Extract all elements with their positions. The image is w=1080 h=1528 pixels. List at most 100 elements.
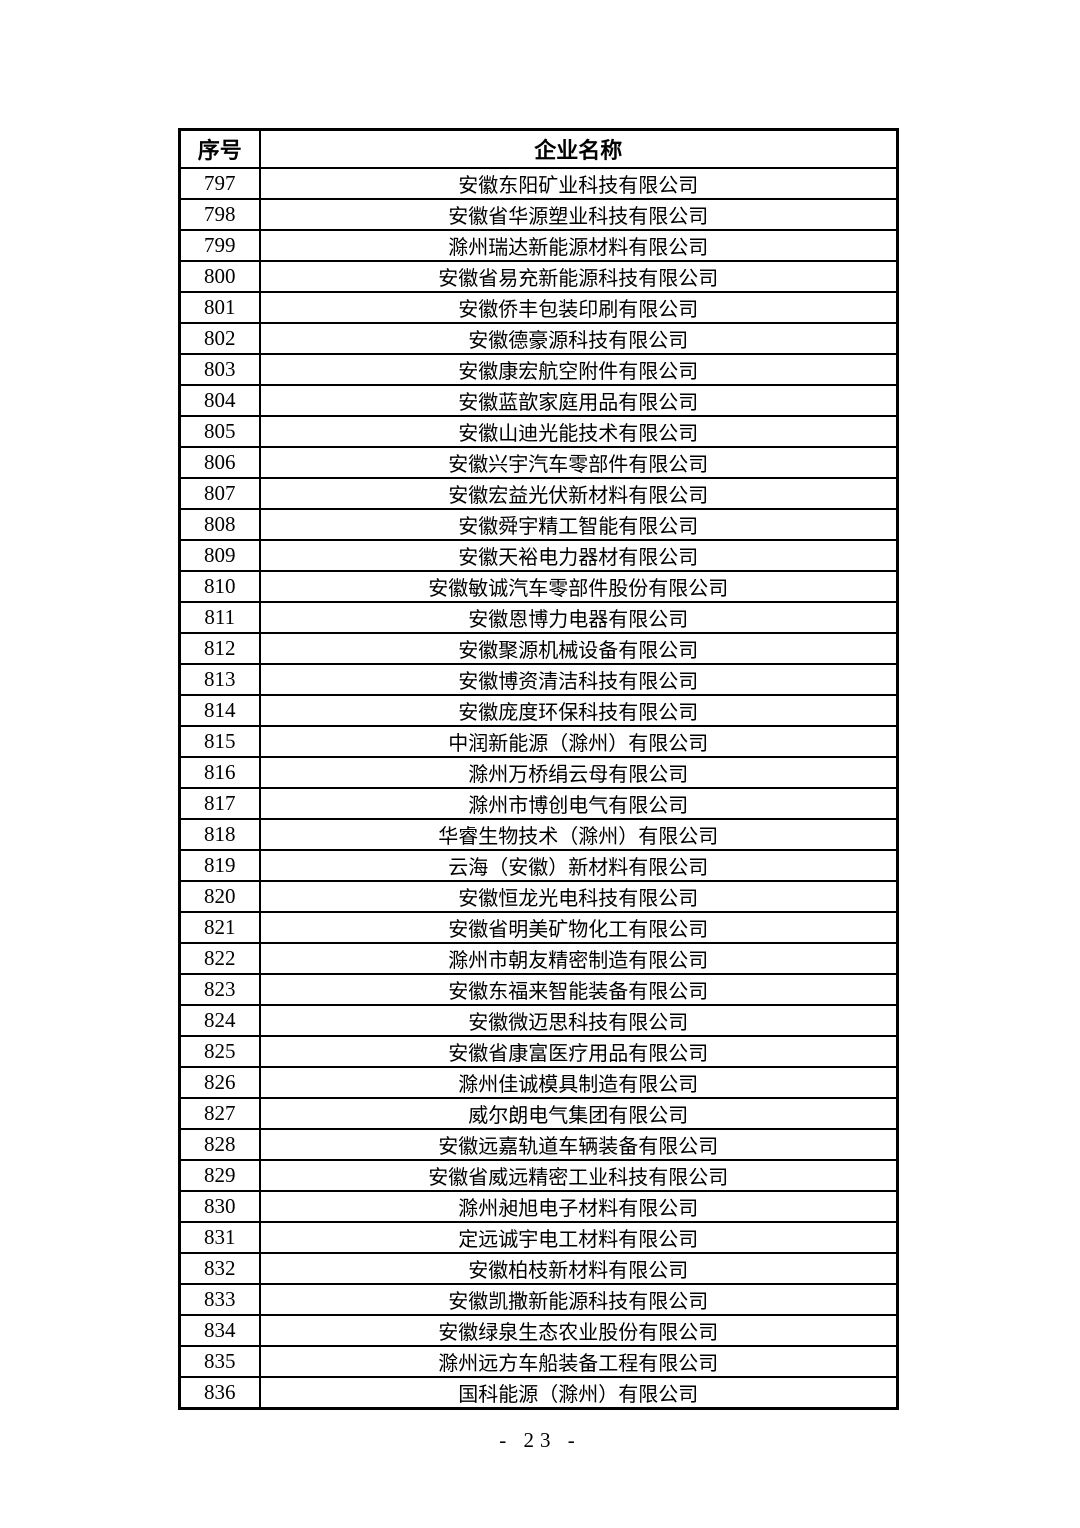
- serial-cell: 834: [178, 1314, 261, 1347]
- table-row: 800 安徽省易充新能源科技有限公司: [178, 260, 899, 293]
- company-name-cell: 滁州市博创电气有限公司: [258, 787, 899, 820]
- table-row: 834 安徽绿泉生态农业股份有限公司: [178, 1314, 899, 1347]
- table-row: 824 安徽微迈思科技有限公司: [178, 1004, 899, 1037]
- company-name-cell: 安徽博资清洁科技有限公司: [258, 663, 899, 696]
- table-row: 833 安徽凯撒新能源科技有限公司: [178, 1283, 899, 1316]
- table-row: 823 安徽东福来智能装备有限公司: [178, 973, 899, 1006]
- table-row: 822 滁州市朝友精密制造有限公司: [178, 942, 899, 975]
- table-row: 835 滁州远方车船装备工程有限公司: [178, 1345, 899, 1378]
- serial-cell: 823: [178, 973, 261, 1006]
- serial-cell: 799: [178, 229, 261, 262]
- serial-cell: 810: [178, 570, 261, 603]
- serial-cell: 798: [178, 198, 261, 231]
- serial-cell: 805: [178, 415, 261, 448]
- table-row: 799 滁州瑞达新能源材料有限公司: [178, 229, 899, 262]
- serial-cell: 827: [178, 1097, 261, 1130]
- company-name-cell: 安徽山迪光能技术有限公司: [258, 415, 899, 448]
- table-row: 808 安徽舜宇精工智能有限公司: [178, 508, 899, 541]
- company-name-cell: 安徽省威远精密工业科技有限公司: [258, 1159, 899, 1192]
- table-row: 809 安徽天裕电力器材有限公司: [178, 539, 899, 572]
- table-row: 820 安徽恒龙光电科技有限公司: [178, 880, 899, 913]
- table-row: 818 华睿生物技术（滁州）有限公司: [178, 818, 899, 851]
- serial-cell: 809: [178, 539, 261, 572]
- serial-cell: 814: [178, 694, 261, 727]
- serial-cell: 819: [178, 849, 261, 882]
- company-table-body: 797 安徽东阳矿业科技有限公司 798 安徽省华源塑业科技有限公司 799 滁州瑞达新能…: [178, 167, 899, 1410]
- company-name-cell: 安徽省易充新能源科技有限公司: [258, 260, 899, 293]
- table-row: 803 安徽康宏航空附件有限公司: [178, 353, 899, 386]
- table-row: 831 定远诚宇电工材料有限公司: [178, 1221, 899, 1254]
- company-name-cell: 安徽舜宇精工智能有限公司: [258, 508, 899, 541]
- table-row: 836 国科能源（滁州）有限公司: [178, 1376, 899, 1410]
- company-name-cell: 安徽柏枝新材料有限公司: [258, 1252, 899, 1285]
- serial-cell: 825: [178, 1035, 261, 1068]
- table-row: 797 安徽东阳矿业科技有限公司: [178, 167, 899, 200]
- table-row: 825 安徽省康富医疗用品有限公司: [178, 1035, 899, 1068]
- serial-cell: 808: [178, 508, 261, 541]
- serial-cell: 816: [178, 756, 261, 789]
- table-row: 798 安徽省华源塑业科技有限公司: [178, 198, 899, 231]
- serial-cell: 802: [178, 322, 261, 355]
- table-row: 816 滁州万桥绢云母有限公司: [178, 756, 899, 789]
- company-name-cell: 华睿生物技术（滁州）有限公司: [258, 818, 899, 851]
- serial-cell: 813: [178, 663, 261, 696]
- company-table: 序号 企业名称 797 安徽东阳矿业科技有限公司 798 安徽省华源塑业科技有限公司 7…: [178, 128, 899, 1410]
- serial-cell: 817: [178, 787, 261, 820]
- company-name-cell: 滁州瑞达新能源材料有限公司: [258, 229, 899, 262]
- company-name-cell: 滁州市朝友精密制造有限公司: [258, 942, 899, 975]
- table-row: 812 安徽聚源机械设备有限公司: [178, 632, 899, 665]
- company-name-cell: 安徽绿泉生态农业股份有限公司: [258, 1314, 899, 1347]
- company-name-cell: 安徽侨丰包装印刷有限公司: [258, 291, 899, 324]
- company-name-cell: 中润新能源（滁州）有限公司: [258, 725, 899, 758]
- header-row: 序号 企业名称: [178, 128, 899, 169]
- company-name-cell: 安徽天裕电力器材有限公司: [258, 539, 899, 572]
- serial-cell: 811: [178, 601, 261, 634]
- serial-cell: 815: [178, 725, 261, 758]
- table-row: 817 滁州市博创电气有限公司: [178, 787, 899, 820]
- serial-cell: 812: [178, 632, 261, 665]
- table-row: 821 安徽省明美矿物化工有限公司: [178, 911, 899, 944]
- company-name-cell: 安徽兴宇汽车零部件有限公司: [258, 446, 899, 479]
- serial-cell: 818: [178, 818, 261, 851]
- company-name-cell: 威尔朗电气集团有限公司: [258, 1097, 899, 1130]
- serial-cell: 828: [178, 1128, 261, 1161]
- serial-cell: 797: [178, 167, 261, 200]
- company-name-cell: 安徽恒龙光电科技有限公司: [258, 880, 899, 913]
- table-row: 830 滁州昶旭电子材料有限公司: [178, 1190, 899, 1223]
- company-name-cell: 安徽庞度环保科技有限公司: [258, 694, 899, 727]
- company-name-cell: 安徽微迈思科技有限公司: [258, 1004, 899, 1037]
- company-name-cell: 安徽敏诚汽车零部件股份有限公司: [258, 570, 899, 603]
- serial-cell: 801: [178, 291, 261, 324]
- serial-cell: 831: [178, 1221, 261, 1254]
- company-name-cell: 滁州佳诚模具制造有限公司: [258, 1066, 899, 1099]
- company-name-cell: 国科能源（滁州）有限公司: [258, 1376, 899, 1410]
- table-row: 811 安徽恩博力电器有限公司: [178, 601, 899, 634]
- page-number: - 23 -: [499, 1428, 581, 1452]
- serial-cell: 836: [178, 1376, 261, 1410]
- company-name-cell: 滁州万桥绢云母有限公司: [258, 756, 899, 789]
- table-row: 828 安徽远嘉轨道车辆装备有限公司: [178, 1128, 899, 1161]
- company-name-cell: 安徽蓝歆家庭用品有限公司: [258, 384, 899, 417]
- serial-cell: 804: [178, 384, 261, 417]
- table-row: 815 中润新能源（滁州）有限公司: [178, 725, 899, 758]
- table-row: 814 安徽庞度环保科技有限公司: [178, 694, 899, 727]
- table-row: 804 安徽蓝歆家庭用品有限公司: [178, 384, 899, 417]
- company-name-cell: 安徽省明美矿物化工有限公司: [258, 911, 899, 944]
- table-row: 826 滁州佳诚模具制造有限公司: [178, 1066, 899, 1099]
- table-row: 827 威尔朗电气集团有限公司: [178, 1097, 899, 1130]
- serial-cell: 835: [178, 1345, 261, 1378]
- company-name-cell: 安徽东阳矿业科技有限公司: [258, 167, 899, 200]
- header-company-name: 企业名称: [258, 128, 899, 169]
- serial-cell: 824: [178, 1004, 261, 1037]
- company-name-cell: 安徽省康富医疗用品有限公司: [258, 1035, 899, 1068]
- table-row: 819 云海（安徽）新材料有限公司: [178, 849, 899, 882]
- company-name-cell: 安徽远嘉轨道车辆装备有限公司: [258, 1128, 899, 1161]
- serial-cell: 829: [178, 1159, 261, 1192]
- serial-cell: 800: [178, 260, 261, 293]
- company-name-cell: 云海（安徽）新材料有限公司: [258, 849, 899, 882]
- company-name-cell: 安徽宏益光伏新材料有限公司: [258, 477, 899, 510]
- company-name-cell: 安徽康宏航空附件有限公司: [258, 353, 899, 386]
- serial-cell: 820: [178, 880, 261, 913]
- company-name-cell: 安徽东福来智能装备有限公司: [258, 973, 899, 1006]
